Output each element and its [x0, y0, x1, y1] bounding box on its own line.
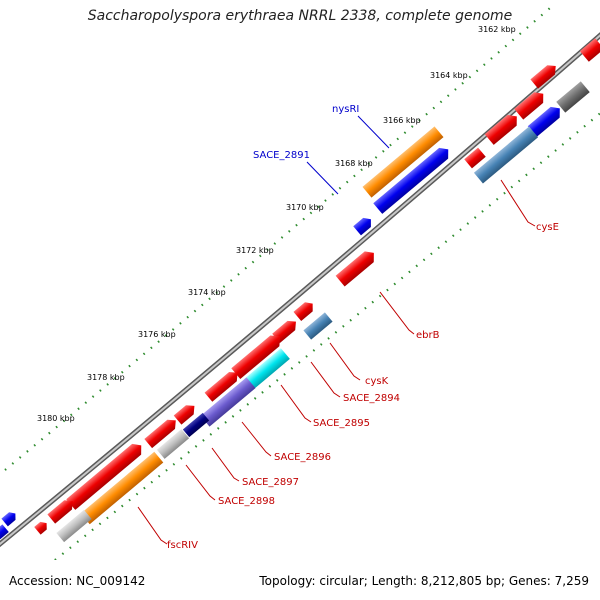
leader-line-sace-2898: [185, 464, 216, 501]
scale-track-outer: [4, 7, 551, 471]
gene-feature: [231, 335, 281, 380]
scale-label: 3174 kbp: [188, 288, 226, 297]
gene-feature: [579, 38, 600, 62]
leader-line-cysE: [500, 179, 536, 227]
gene-feature: [556, 81, 590, 113]
gene-feature: [47, 500, 73, 524]
gene-feature-sace-2896: [182, 412, 210, 438]
gene-label-cysE: cysE: [536, 222, 559, 233]
gene-label-sace-2894: SACE_2894: [343, 393, 400, 404]
scale-labels: 3162 kbp 3164 kbp 3166 kbp 3168 kbp 3170…: [37, 25, 516, 423]
gene-label-nysRI: nysRI: [332, 104, 359, 115]
gene-label-sace-2895: SACE_2895: [313, 418, 370, 429]
scale-label: 3172 kbp: [236, 246, 274, 255]
leader-line-cysK: [329, 342, 361, 381]
gene-feature: [66, 443, 142, 510]
gene-label-cysK: cysK: [365, 376, 389, 387]
leader-line-sace-2894: [310, 361, 341, 398]
gene-feature: [173, 405, 195, 425]
gene-feature: [293, 302, 313, 322]
scale-track-inner: [53, 111, 600, 560]
scale-label: 3164 kbp: [430, 71, 468, 80]
leader-line-fscRIV: [137, 506, 168, 545]
gene-feature: [0, 524, 9, 540]
gene-feature: [530, 65, 556, 89]
gene-feature: [514, 92, 544, 120]
gene-feature: [473, 126, 539, 184]
gene-label-sace-2896: SACE_2896: [274, 452, 331, 463]
gene-label-sace-2891: SACE_2891: [253, 150, 310, 161]
gene-feature-cysK: [303, 312, 333, 340]
accession-text: Accession: NC_009142: [9, 574, 146, 588]
leader-line-ebrB: [379, 291, 415, 335]
gene-feature-ebrB: [335, 251, 374, 287]
gene-feature: [34, 521, 47, 535]
gene-feature: [353, 217, 371, 236]
gene-feature-fscRIV: [80, 451, 164, 525]
gene-feature-sace-2894: [244, 348, 290, 390]
leader-line-sace-2895: [280, 384, 312, 423]
leader-line-sace-2897: [211, 447, 240, 482]
gene-feature-sace-2891: [373, 147, 449, 214]
scale-label: 3168 kbp: [335, 159, 373, 168]
scale-label: 3170 kbp: [286, 203, 324, 212]
gene-labels: nysRI SACE_2891 cysE ebrB cysK SACE_2894…: [167, 104, 559, 551]
gene-label-sace-2897: SACE_2897: [242, 477, 299, 488]
gene-feature-sace-2897: [156, 429, 190, 459]
map-title: Saccharopolyspora erythraea NRRL 2338, c…: [87, 8, 513, 24]
scale-label: 3178 kbp: [87, 373, 125, 382]
gene-feature: [144, 419, 176, 449]
gene-label-fscRIV: fscRIV: [167, 540, 198, 551]
gene-feature-sace-2895: [200, 377, 256, 427]
gene-label-sace-2898: SACE_2898: [218, 496, 275, 507]
scale-label: 3162 kbp: [478, 25, 516, 34]
gene-feature: [527, 106, 560, 137]
gene-feature: [464, 147, 486, 169]
gene-feature: [484, 114, 517, 145]
gene-feature-sace-2898: [56, 509, 92, 543]
leader-line-nysRI: [357, 115, 390, 149]
genome-summary-text: Topology: circular; Length: 8,212,805 bp…: [259, 574, 589, 588]
leader-line-sace-2896: [241, 421, 272, 457]
scale-label: 3180 kbp: [37, 414, 75, 423]
gene-feature: [1, 512, 16, 527]
genome-backbone-highlight: [0, 34, 600, 546]
gene-feature-nysRI: [362, 126, 444, 198]
gene-label-ebrB: ebrB: [416, 330, 440, 341]
scale-label: 3166 kbp: [383, 116, 421, 125]
leader-line-sace-2891: [306, 161, 339, 195]
gene-feature: [204, 372, 238, 402]
genome-map: 3162 kbp 3164 kbp 3166 kbp 3168 kbp 3170…: [0, 7, 600, 560]
label-leader-lines: [137, 115, 536, 545]
scale-label: 3176 kbp: [138, 330, 176, 339]
